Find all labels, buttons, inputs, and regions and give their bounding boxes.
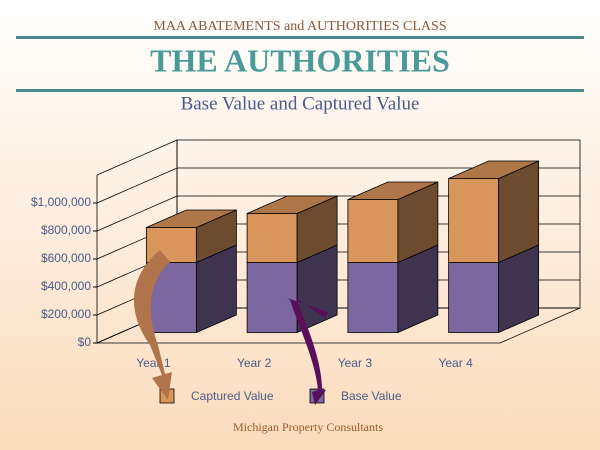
x-tick-label: Year 2 <box>237 356 272 370</box>
x-tick-label: Year 3 <box>338 356 373 370</box>
bar-front <box>246 262 298 333</box>
course-name: MAA ABATEMENTS and AUTHORITIES CLASS <box>153 19 446 34</box>
legend-label: Captured Value <box>191 389 274 403</box>
y-tick-label: $400,000 <box>41 279 91 293</box>
x-tick-label: Year 1 <box>136 356 171 370</box>
y-tick-label: $600,000 <box>41 251 91 265</box>
footer: Michigan Property Consultants <box>233 420 383 434</box>
slide-title: THE AUTHORITIES <box>150 42 450 78</box>
bar-front <box>448 262 500 333</box>
x-tick-label: Year 4 <box>438 356 473 370</box>
bar-top <box>448 160 539 179</box>
y-tick-label: $1,000,000 <box>31 195 91 209</box>
bar-front <box>347 262 399 333</box>
legend-label: Base Value <box>341 389 402 403</box>
bar-top <box>146 209 237 228</box>
arrow <box>133 250 172 400</box>
rule <box>16 89 584 92</box>
grid-line <box>96 167 580 204</box>
bar-top <box>246 195 338 214</box>
y-tick-label: $800,000 <box>41 223 91 237</box>
bar-front <box>448 178 500 263</box>
chart-title: Base Value and Captured Value <box>181 93 420 114</box>
bar-top <box>347 181 439 200</box>
grid-line <box>96 195 580 232</box>
y-tick-label: $200,000 <box>41 307 91 321</box>
arrow <box>287 298 328 405</box>
rule <box>16 36 584 39</box>
bar-front <box>347 199 399 263</box>
bar-front <box>246 213 298 263</box>
chart: $0 $200,000 $400,000 $600,000 $800,000 $1,000… <box>31 139 581 404</box>
y-tick-label: $0 <box>78 335 92 349</box>
